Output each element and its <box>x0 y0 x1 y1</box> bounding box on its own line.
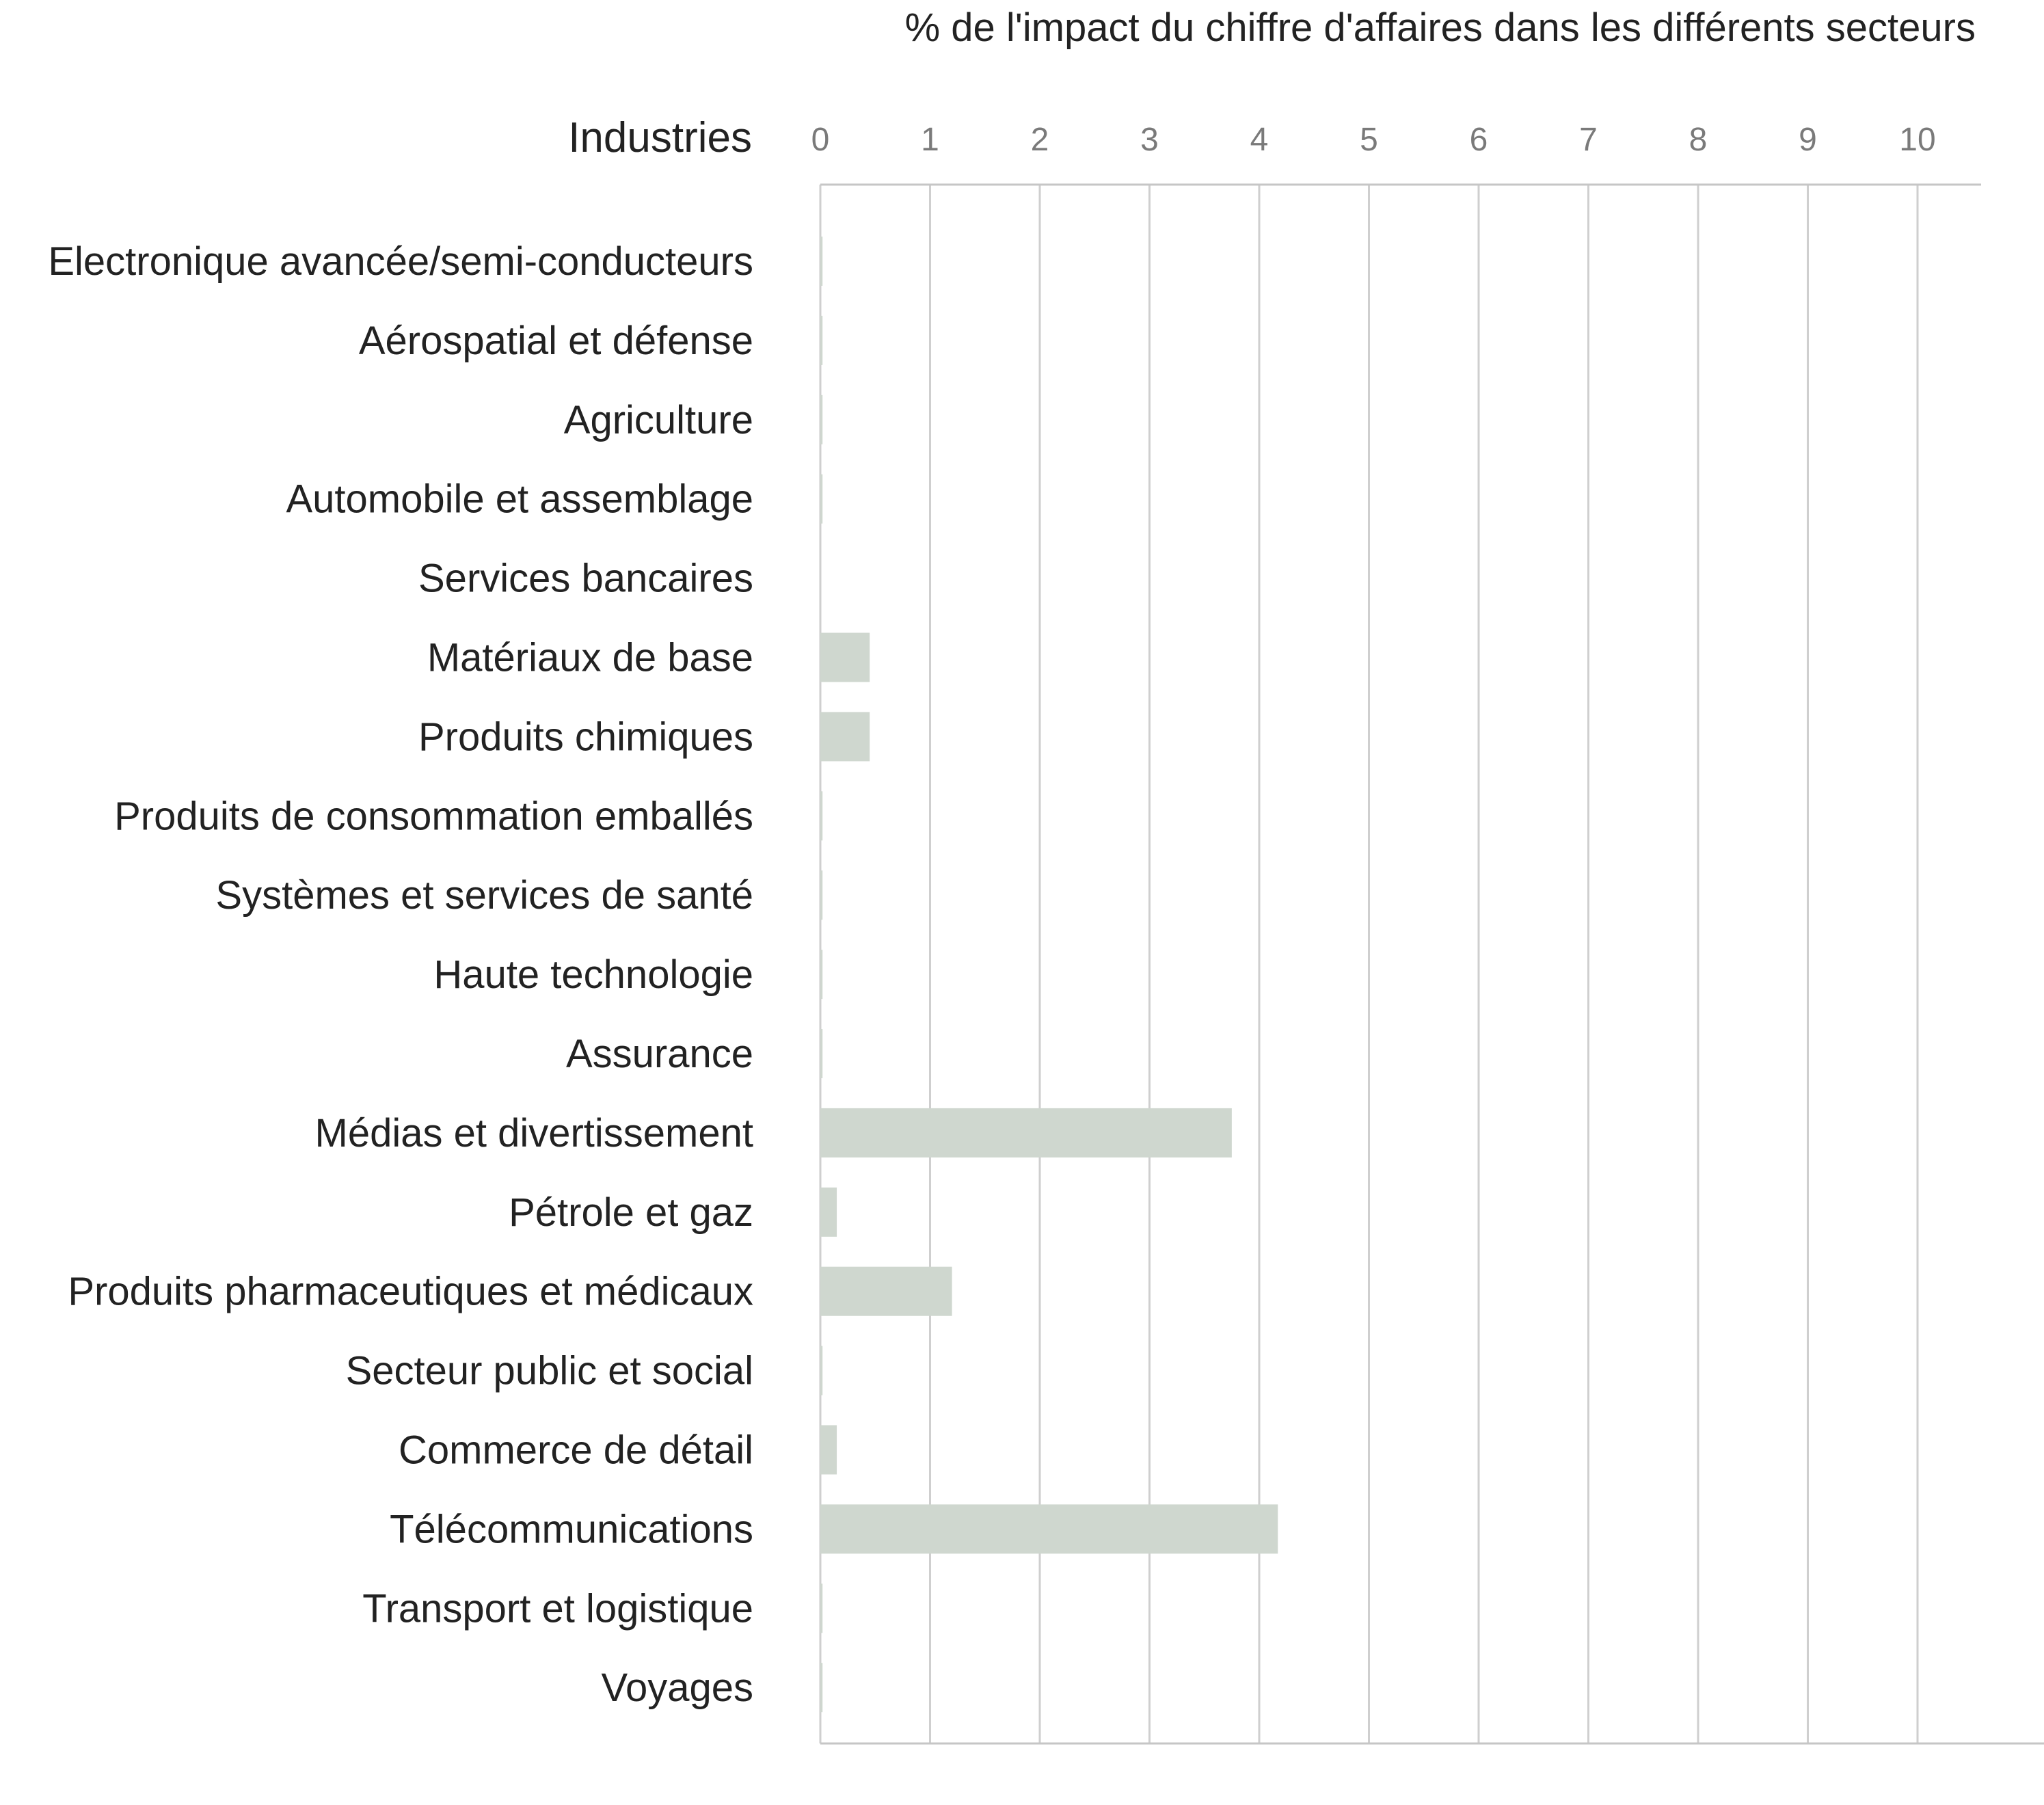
category-label: Matériaux de base <box>427 636 753 680</box>
category-label: Systèmes et services de santé <box>215 873 753 918</box>
grid-lines <box>819 185 1919 1743</box>
x-axis-ticks: 0 1 2 3 4 5 6 7 8 9 10 <box>811 122 1936 158</box>
bar <box>820 1187 837 1237</box>
x-tick-label: 3 <box>1140 122 1159 158</box>
bar <box>820 1346 823 1395</box>
chart-title: % de l'impact du chiffre d'affaires dans… <box>905 5 1976 50</box>
category-label: Haute technologie <box>433 952 753 997</box>
bar <box>820 1504 1278 1554</box>
bar <box>820 1663 823 1713</box>
category-label: Produits pharmaceutiques et médicaux <box>68 1270 753 1314</box>
x-tick-label: 8 <box>1689 122 1708 158</box>
axis-lines <box>820 183 2044 1745</box>
category-label: Télécommunications <box>390 1507 753 1551</box>
bar <box>820 632 870 682</box>
bar <box>820 791 823 841</box>
bar <box>820 950 823 1000</box>
bar <box>820 870 823 920</box>
x-tick-label: 2 <box>1031 122 1049 158</box>
x-tick-label: 7 <box>1579 122 1598 158</box>
category-label: Agriculture <box>564 398 753 442</box>
bar <box>820 474 823 524</box>
category-label: Secteur public et social <box>346 1349 753 1393</box>
bar <box>820 1029 823 1078</box>
category-label: Médias et divertissement <box>315 1111 753 1155</box>
bar <box>820 1266 952 1316</box>
category-label: Services bancaires <box>418 557 753 601</box>
bar <box>820 395 823 444</box>
category-label: Voyages <box>601 1666 753 1710</box>
category-label: Aérospatial et défense <box>359 319 753 363</box>
category-axis-header: Industries <box>568 114 752 161</box>
bar <box>820 1583 823 1633</box>
bars <box>820 237 1278 1713</box>
category-label: Commerce de détail <box>399 1428 753 1473</box>
bar <box>820 1425 837 1475</box>
x-tick-label: 6 <box>1470 122 1488 158</box>
x-tick-label: 0 <box>811 122 830 158</box>
x-tick-label: 1 <box>921 122 939 158</box>
bar <box>820 1108 1232 1158</box>
x-tick-label: 4 <box>1250 122 1269 158</box>
x-tick-label: 10 <box>1899 122 1935 158</box>
x-tick-label: 5 <box>1360 122 1378 158</box>
category-label: Pétrole et gaz <box>509 1190 753 1235</box>
category-label: Automobile et assemblage <box>286 477 753 522</box>
x-tick-label: 9 <box>1799 122 1817 158</box>
category-label: Transport et logistique <box>362 1586 753 1631</box>
bar <box>820 237 823 286</box>
category-label: Assurance <box>566 1032 753 1076</box>
category-label: Produits chimiques <box>418 714 753 759</box>
category-label: Produits de consommation emballés <box>114 794 753 838</box>
bar <box>820 315 823 365</box>
category-labels: Electronique avancée/semi-conducteurs Aér… <box>48 239 753 1710</box>
category-label: Electronique avancée/semi-conducteurs <box>48 239 753 284</box>
bar <box>820 712 870 762</box>
